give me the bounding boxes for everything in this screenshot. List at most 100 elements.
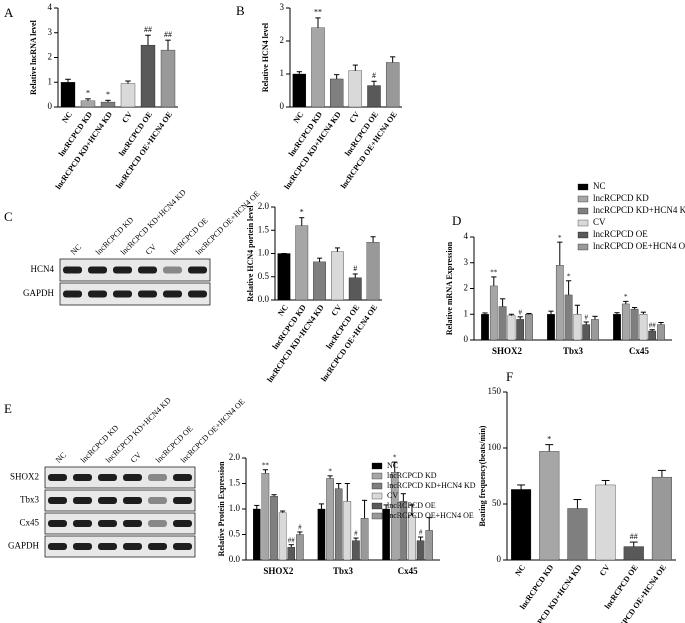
y-tick-label: 1.5 xyxy=(258,224,270,234)
x-tick-label: Cx45 xyxy=(398,566,418,576)
blot-row-label: HCN4 xyxy=(30,264,54,274)
x-tick-label: SHOX2 xyxy=(263,566,294,576)
bar xyxy=(385,62,400,108)
bar xyxy=(564,294,573,341)
significance-mark: # xyxy=(419,529,423,537)
y-tick-label: 4 xyxy=(464,231,469,241)
y-tick-label: 2 xyxy=(48,52,53,62)
y-tick-label: 0 xyxy=(48,101,53,111)
y-tick-label: 2.0 xyxy=(258,201,270,211)
blot-strip xyxy=(59,258,211,282)
legend-label: lncRCPCD KD xyxy=(593,193,649,203)
y-tick-label: 50 xyxy=(492,498,502,508)
x-tick-label: Cx45 xyxy=(629,346,649,356)
significance-mark: * xyxy=(300,208,304,217)
blot-band xyxy=(113,290,132,298)
bar xyxy=(348,277,362,301)
bar xyxy=(348,70,363,108)
legend-label: CV xyxy=(387,491,398,500)
bar xyxy=(295,225,309,301)
y-tick-label: 3 xyxy=(464,257,469,267)
bar xyxy=(591,319,599,341)
bar xyxy=(278,512,287,561)
x-tick-label: SHOX2 xyxy=(492,346,523,356)
blot-band xyxy=(73,474,92,481)
blot-band xyxy=(123,474,142,481)
x-tick-label: NC xyxy=(60,110,74,125)
significance-mark: ** xyxy=(490,269,498,277)
significance-mark: * xyxy=(393,454,397,462)
blot-strip xyxy=(44,466,196,489)
significance-mark: ** xyxy=(314,8,322,17)
y-tick-label: 4 xyxy=(48,2,53,12)
blot-band xyxy=(123,520,142,527)
bar xyxy=(498,306,507,341)
blot-band xyxy=(88,266,107,274)
lane-label: CV xyxy=(129,450,143,464)
significance-mark: ## xyxy=(164,30,172,39)
significance-mark: # xyxy=(353,264,357,273)
bar xyxy=(313,261,326,301)
legend-label: lncRCPCD OE+HCN4 OE xyxy=(593,241,685,251)
y-tick-label: 0.0 xyxy=(258,294,270,304)
bar xyxy=(595,484,616,561)
significance-mark: * xyxy=(106,90,110,99)
bar xyxy=(160,49,176,108)
bar xyxy=(296,534,304,561)
bar xyxy=(657,324,665,341)
bar xyxy=(623,546,644,561)
legend-label: NC xyxy=(387,461,398,470)
bar xyxy=(120,83,136,108)
significance-mark: # xyxy=(518,308,522,316)
significance-mark: ## xyxy=(288,536,296,544)
panel-letter: D xyxy=(452,213,461,228)
panel-letter: E xyxy=(4,401,12,416)
legend-swatch xyxy=(371,472,383,480)
legend-swatch xyxy=(577,207,589,215)
legend-swatch xyxy=(577,183,589,191)
blot-band xyxy=(173,497,192,504)
blot-band xyxy=(88,290,107,298)
blot-strip xyxy=(44,535,196,558)
y-tick-label: 0 xyxy=(280,101,285,111)
panel-letter: B xyxy=(236,3,245,18)
blot-band xyxy=(63,266,82,274)
y-tick-label: 1 xyxy=(464,308,469,318)
x-tick-label: NC xyxy=(291,110,305,125)
blot-band xyxy=(148,543,167,550)
bar xyxy=(140,44,156,108)
significance-mark: # xyxy=(584,314,588,322)
y-tick-label: 3 xyxy=(280,2,285,12)
bar xyxy=(261,473,270,561)
significance-mark: * xyxy=(547,434,551,443)
blot-row-label: GAPDH xyxy=(8,541,40,551)
y-tick-label: 2.0 xyxy=(229,452,241,462)
blot-row-label: Tbx3 xyxy=(20,495,39,505)
legend-label: lncRCPCD OE xyxy=(593,229,648,239)
y-axis-title: Relative mRNA Expression xyxy=(445,241,454,335)
bar xyxy=(489,285,498,341)
y-tick-label: 2 xyxy=(280,35,285,45)
bar xyxy=(343,501,352,561)
blot-band xyxy=(163,290,182,298)
blot-band xyxy=(48,543,67,550)
significance-mark: * xyxy=(86,89,90,98)
blot-strip xyxy=(44,489,196,512)
y-tick-label: 0.0 xyxy=(229,554,241,564)
y-tick-label: 2 xyxy=(464,283,469,293)
bar xyxy=(408,514,416,561)
blot-band xyxy=(73,543,92,550)
blot-band xyxy=(188,290,207,298)
bar xyxy=(425,530,433,561)
significance-mark: * xyxy=(567,272,571,280)
legend-swatch xyxy=(371,482,383,490)
bar xyxy=(311,27,325,108)
bar xyxy=(507,315,516,341)
bar xyxy=(621,303,630,341)
y-tick-label: 100 xyxy=(488,442,502,452)
x-tick-label: NC xyxy=(513,563,527,578)
bar xyxy=(648,330,657,341)
panel-letter: F xyxy=(506,369,513,384)
legend-swatch xyxy=(371,462,383,470)
lane-label: NC xyxy=(69,242,83,256)
